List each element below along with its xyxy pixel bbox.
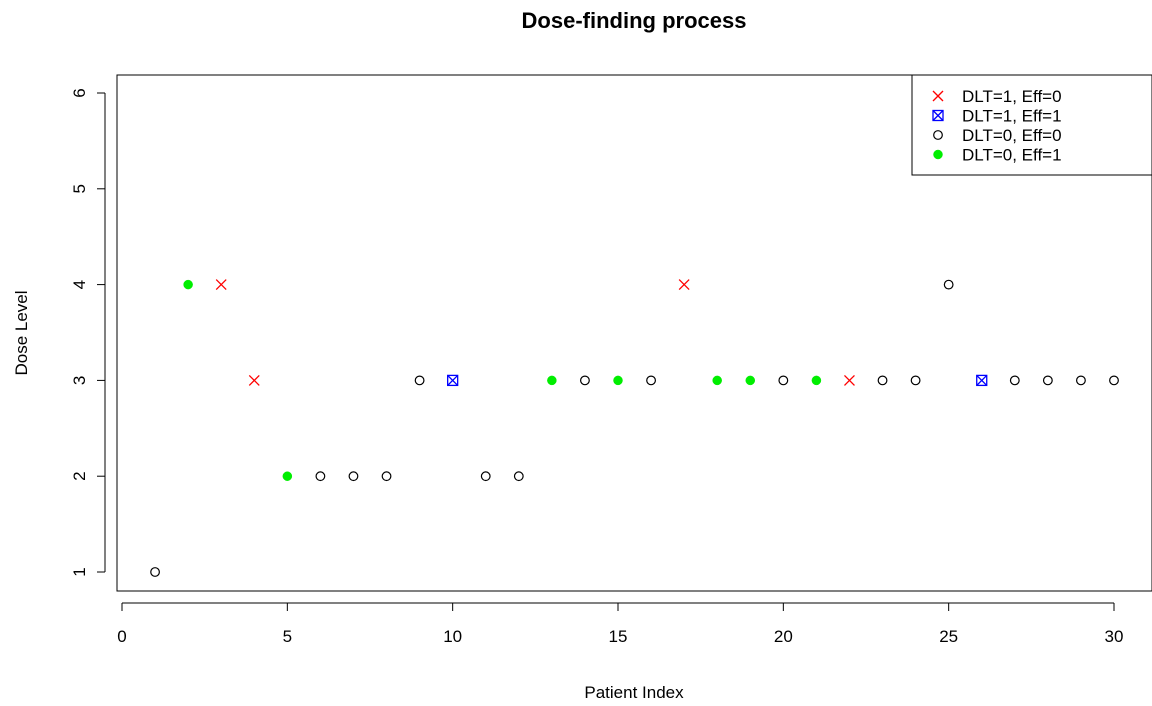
y-axis: 1 2 3 4 5 6 (70, 88, 106, 577)
x-tick-label: 0 (117, 627, 126, 646)
data-point (480, 471, 491, 482)
data-point (215, 279, 227, 291)
y-tick-label: 5 (70, 184, 89, 193)
data-point (877, 375, 888, 386)
data-points (150, 279, 1119, 577)
data-point (745, 375, 756, 386)
data-point (315, 471, 326, 482)
legend-marker (932, 109, 944, 122)
data-point (1076, 375, 1086, 386)
y-tick-label: 2 (70, 471, 89, 480)
data-point (447, 374, 459, 387)
legend-label: DLT=1, Eff=0 (962, 87, 1062, 106)
legend-label: DLT=1, Eff=1 (962, 107, 1062, 126)
data-point (1009, 375, 1020, 386)
data-point (811, 375, 822, 386)
x-tick-label: 30 (1105, 627, 1124, 646)
data-point (183, 279, 193, 290)
data-point (943, 279, 954, 290)
legend-marker (932, 90, 944, 102)
y-axis-label: Dose Level (12, 290, 31, 375)
legend-label: DLT=0, Eff=1 (962, 146, 1062, 165)
data-point (844, 374, 855, 386)
legend-marker (933, 149, 943, 160)
legend-label: DLT=0, Eff=0 (962, 126, 1062, 145)
data-point (910, 375, 921, 386)
data-point (613, 375, 623, 386)
x-tick-label: 20 (774, 627, 793, 646)
legend-box (911, 74, 1152, 176)
y-tick-label: 4 (70, 280, 89, 289)
data-point (348, 471, 359, 482)
data-point (414, 375, 425, 386)
data-point (1042, 375, 1053, 386)
data-point (150, 567, 160, 577)
x-tick-label: 25 (939, 627, 958, 646)
x-tick-label: 10 (443, 627, 462, 646)
data-point (547, 375, 557, 386)
plot-frame (116, 74, 1152, 592)
data-point (646, 375, 656, 386)
legend-marker (933, 130, 943, 140)
data-point (381, 471, 392, 482)
data-point (580, 375, 590, 386)
y-tick-label: 3 (70, 376, 89, 385)
x-tick-label: 5 (283, 627, 292, 646)
chart-title: Dose-finding process (522, 8, 747, 33)
data-point (778, 375, 789, 386)
y-tick-label: 1 (70, 567, 89, 576)
data-point (1109, 375, 1119, 386)
x-axis: 0 5 10 15 20 25 30 (117, 602, 1124, 646)
data-point (976, 374, 988, 387)
data-point (712, 375, 722, 386)
data-point (282, 471, 293, 481)
y-tick-label: 6 (70, 88, 89, 97)
x-tick-label: 15 (609, 627, 628, 646)
data-point (678, 279, 690, 291)
data-point (513, 471, 524, 482)
data-point (248, 374, 260, 386)
x-axis-label: Patient Index (584, 683, 684, 702)
